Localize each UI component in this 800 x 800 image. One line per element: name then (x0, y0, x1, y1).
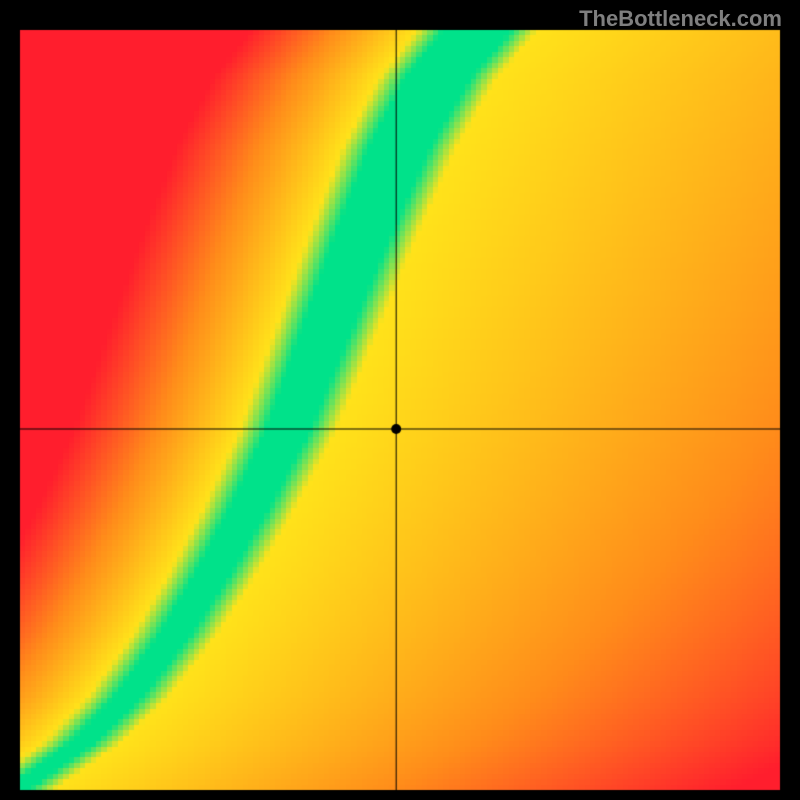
watermark-text: TheBottleneck.com (579, 6, 782, 32)
chart-container: TheBottleneck.com (0, 0, 800, 800)
heatmap-canvas (0, 0, 800, 800)
